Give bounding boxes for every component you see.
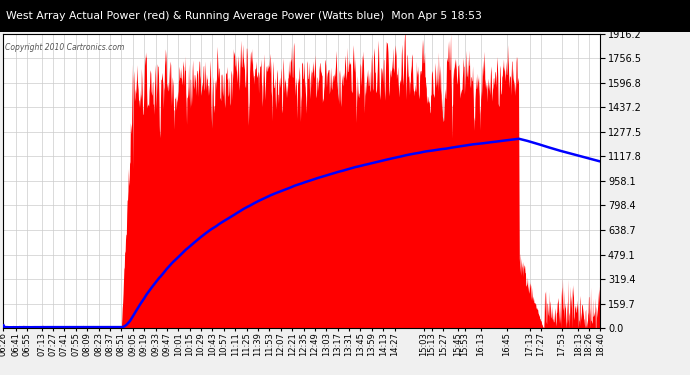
Text: West Array Actual Power (red) & Running Average Power (Watts blue)  Mon Apr 5 18: West Array Actual Power (red) & Running … bbox=[6, 11, 482, 21]
Text: Copyright 2010 Cartronics.com: Copyright 2010 Cartronics.com bbox=[6, 43, 125, 52]
